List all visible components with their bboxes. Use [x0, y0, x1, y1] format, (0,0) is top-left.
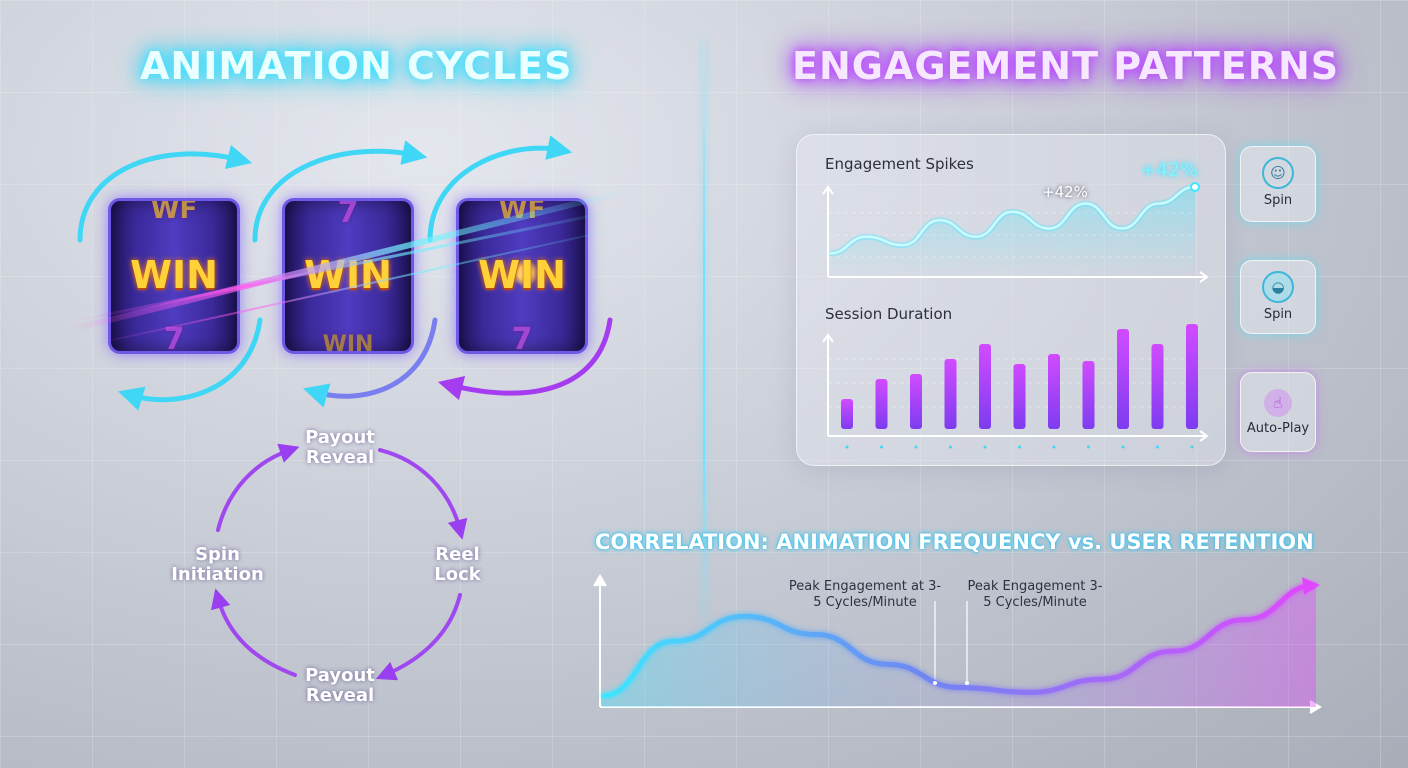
spikes-line: [829, 185, 1196, 255]
duration-bar: [1117, 329, 1129, 429]
spike-label-highlight: +42%: [1140, 159, 1199, 181]
spikes-end-point: [1190, 182, 1200, 192]
engagement-spikes-title: Engagement Spikes: [825, 155, 974, 173]
duration-bar: [1048, 354, 1060, 429]
spin-button-1-label: Spin: [1263, 193, 1293, 208]
duration-tick: [1052, 445, 1056, 449]
peak-marker-1: [933, 681, 937, 685]
duration-bar: [1186, 324, 1198, 429]
session-duration-title: Session Duration: [825, 305, 953, 323]
session-duration-chart: [822, 324, 1209, 449]
peak-marker-2: [965, 681, 969, 685]
cycle-stage-spin-initiation: Spin Initiation: [171, 544, 264, 585]
correlation-line: [601, 582, 1317, 699]
duration-tick: [949, 445, 952, 449]
duration-tick: [845, 445, 849, 449]
spin-button-1[interactable]: ☺ Spin: [1240, 146, 1316, 222]
correlation-title: CORRELATION: ANIMATION FREQUENCY vs. USE…: [595, 530, 1314, 554]
auto-play-button-label: Auto-Play: [1246, 421, 1310, 436]
duration-bar: [1013, 364, 1026, 429]
duration-tick: [1018, 445, 1021, 449]
cycle-arrows: [210, 443, 468, 681]
spike-label: +42%: [1042, 183, 1088, 201]
duration-axes: [822, 333, 1209, 442]
peak-annotation-2: Peak Engagement 3-5 Cycles/Minute: [967, 579, 1103, 610]
duration-tick: [1121, 445, 1125, 449]
cycle-stage-payout-reveal-top: Payout Reveal: [305, 427, 375, 468]
face-icon: ☺: [1262, 157, 1294, 189]
correlation-arrowhead: [1302, 576, 1320, 595]
duration-tick: [880, 445, 883, 449]
cycle-stage-payout-reveal-bottom: Payout Reveal: [305, 665, 375, 706]
section-divider: [703, 40, 705, 620]
spin-button-2[interactable]: ◒ Spin: [1240, 260, 1316, 334]
peak-annotation-1: Peak Engagement at 3-5 Cycles/Minute: [788, 579, 942, 610]
animation-cycles-heading: ANIMATION CYCLES: [140, 44, 573, 88]
auto-play-button[interactable]: ☝ Auto-Play: [1240, 372, 1316, 452]
bag-icon: ◒: [1262, 271, 1294, 303]
duration-bar: [875, 379, 888, 429]
hand-icon: ☝: [1264, 389, 1292, 417]
duration-tick: [983, 445, 987, 449]
spin-button-2-label: Spin: [1263, 307, 1293, 322]
engagement-panel: Engagement Spikes +42% +42% Session Dura…: [796, 134, 1226, 466]
duration-bar: [1082, 361, 1095, 429]
cycle-stage-reel-lock: Reel Lock: [434, 544, 481, 585]
duration-bar: [1151, 344, 1164, 429]
duration-bar: [944, 359, 957, 429]
duration-tick: [1087, 445, 1090, 449]
duration-tick: [1156, 445, 1159, 449]
duration-bar: [979, 344, 991, 429]
engagement-spikes-chart: [822, 182, 1209, 283]
correlation-area: [602, 584, 1316, 707]
duration-gridlines: [828, 358, 1195, 408]
engagement-patterns-heading: ENGAGEMENT PATTERNS: [792, 44, 1340, 88]
duration-tick: [1190, 445, 1194, 449]
duration-bar: [910, 374, 922, 429]
duration-bar: [841, 399, 853, 429]
animation-cycle-diagram: Payout Reveal Reel Lock Payout Reveal Sp…: [160, 420, 520, 720]
spikes-area: [830, 187, 1195, 277]
slot-reels-group: WF WIN 7 7 WIN WIN WF WIN 7: [60, 130, 640, 420]
duration-tick: [914, 445, 918, 449]
